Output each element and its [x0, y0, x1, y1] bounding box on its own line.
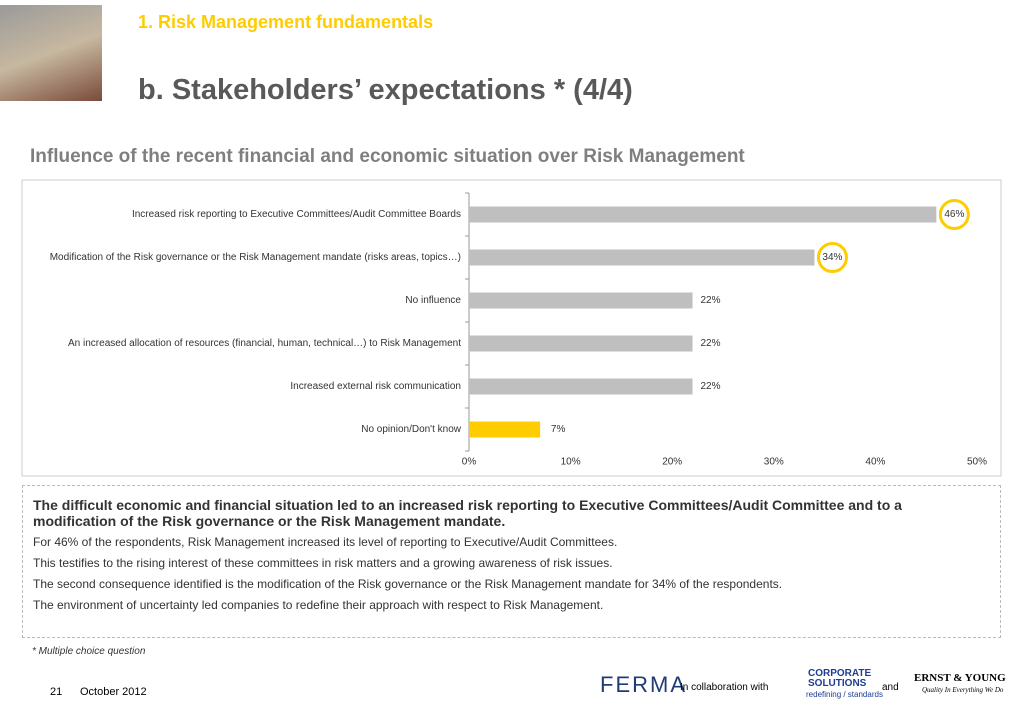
paragraph: The environment of uncertainty led compa…: [33, 598, 604, 612]
category-label: No influence: [405, 295, 461, 306]
x-tick-label: 30%: [764, 457, 784, 468]
value-label: 46%: [944, 209, 964, 220]
value-label: 22%: [701, 338, 721, 349]
highlight-circle: [938, 199, 970, 230]
bar: [469, 421, 541, 438]
collab: In collaboration with: [680, 682, 769, 693]
category-label: Increased risk reporting to Executive Co…: [132, 209, 461, 220]
category-label: No opinion/Don't know: [361, 424, 462, 435]
bar: [469, 292, 693, 309]
value-label: 7%: [551, 424, 566, 435]
paragraph: This testifies to the rising interest of…: [33, 556, 613, 570]
paragraph: The second consequence identified is the…: [33, 577, 783, 591]
category-label: Increased external risk communication: [290, 381, 461, 392]
bar: [469, 249, 815, 266]
chart-title: Influence of the recent financial and ec…: [30, 146, 745, 167]
header-image: [0, 5, 102, 101]
ey-tagline: Quality In Everything We Do: [922, 686, 1004, 694]
x-tick-label: 20%: [662, 457, 682, 468]
category-label: An increased allocation of resources (fi…: [68, 338, 461, 349]
category-label: Modification of the Risk governance or t…: [50, 252, 461, 263]
axa-logo: CORPORATE SOLUTIONS: [808, 668, 872, 689]
summary-box: The difficult economic and financial sit…: [22, 485, 1001, 638]
paragraph: For 46% of the respondents, Risk Managem…: [33, 535, 618, 549]
x-tick-label: 0%: [462, 457, 477, 468]
title: b. Stakeholders’ expectations * (4/4): [138, 74, 633, 106]
value-label: 22%: [701, 295, 721, 306]
chart-frame: [21, 179, 1002, 477]
highlight-circle: [816, 242, 848, 273]
value-label: 34%: [822, 252, 842, 263]
date: October 2012: [80, 686, 147, 698]
headline: The difficult economic and financial sit…: [33, 497, 902, 529]
ey-logo: ERNST & YOUNG: [914, 672, 1006, 684]
and: and: [882, 682, 899, 693]
bar: [469, 335, 693, 352]
value-label: 22%: [701, 381, 721, 392]
x-tick-label: 10%: [561, 457, 581, 468]
footnote: * Multiple choice question: [32, 646, 146, 657]
section: 1. Risk Management fundamentals: [138, 12, 434, 32]
x-tick-label: 40%: [865, 457, 885, 468]
x-tick-label: 50%: [967, 457, 987, 468]
bar: [469, 206, 937, 223]
ferma-logo: FERMA: [600, 672, 687, 697]
page-number: 21: [50, 686, 63, 698]
axa-tagline: redefining / standards: [806, 690, 883, 699]
bar: [469, 378, 693, 395]
